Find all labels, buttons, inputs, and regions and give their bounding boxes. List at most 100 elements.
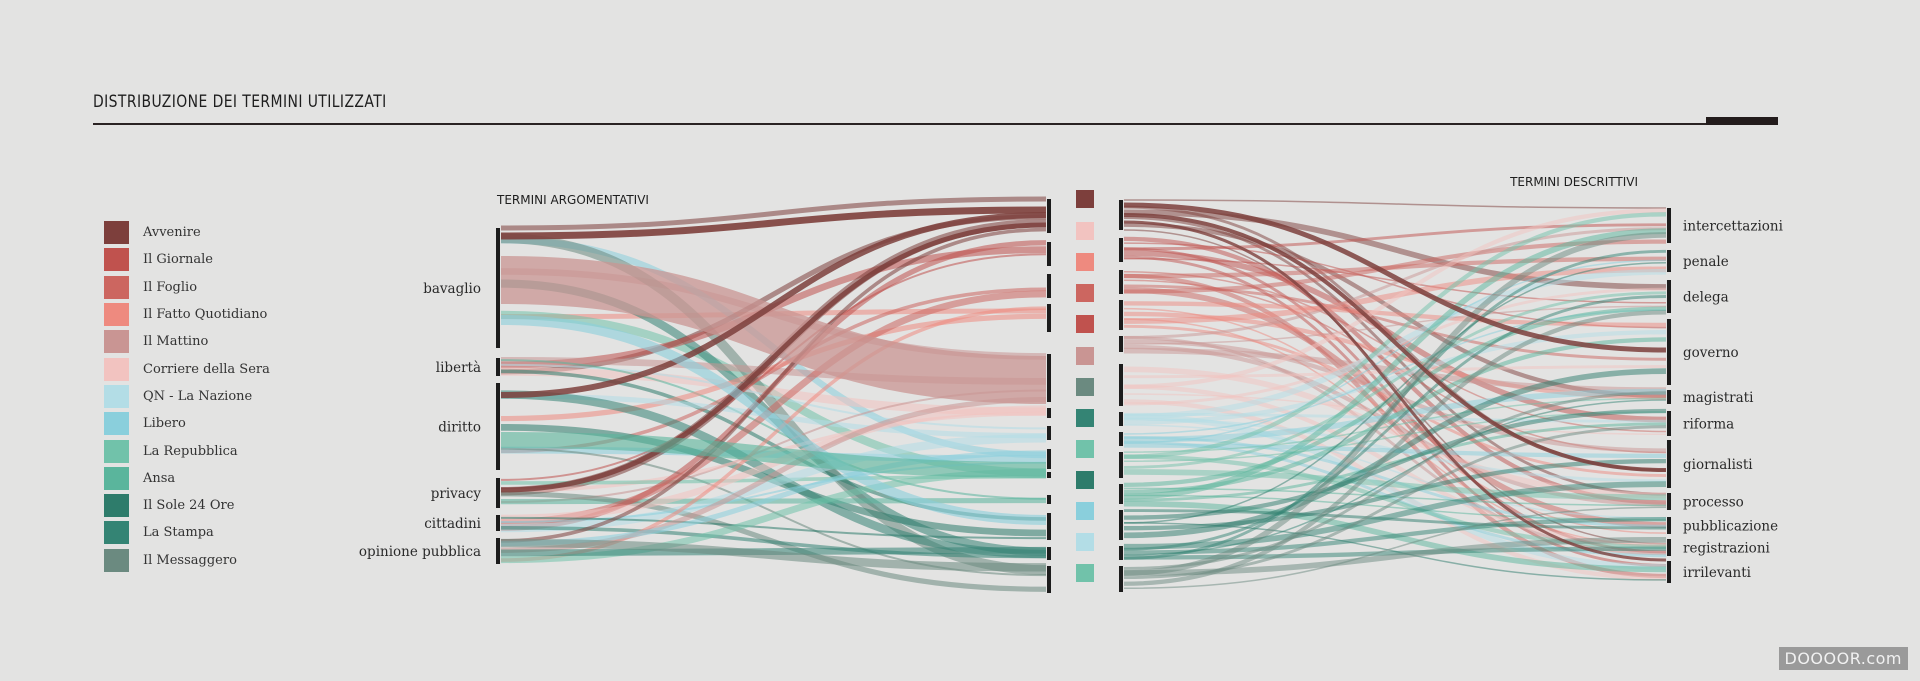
legend-item: Il Messaggero — [104, 547, 270, 574]
flow-band — [500, 497, 1047, 505]
newspaper-square — [1076, 190, 1094, 208]
legend-swatch — [104, 439, 129, 463]
right-node-label: magistrati — [1683, 390, 1754, 406]
node-bar — [1667, 208, 1671, 243]
newspaper-square — [1076, 533, 1094, 551]
left-node-label: diritto — [438, 420, 481, 436]
node-bar — [1119, 484, 1123, 504]
flow-band — [1123, 213, 1667, 472]
flow-band — [500, 196, 1047, 231]
node-bar — [1667, 539, 1671, 556]
page-title: DISTRIBUZIONE DEI TERMINI UTILIZZATI — [93, 92, 387, 112]
node-bar — [1047, 408, 1051, 418]
flow-band — [1123, 494, 1667, 521]
legend-swatch — [104, 303, 129, 327]
flow-band — [500, 538, 1047, 572]
legend-item: Il Foglio — [104, 274, 270, 301]
flow-band — [1123, 413, 1667, 570]
flow-band — [500, 526, 1047, 559]
node-bar — [1119, 238, 1123, 262]
newspaper-square — [1076, 315, 1094, 333]
flow-band — [500, 256, 1047, 404]
flow-band — [1123, 256, 1667, 279]
node-bar — [1047, 495, 1051, 504]
legend-label: Il Giornale — [143, 252, 213, 268]
flow-band — [1123, 391, 1667, 570]
node-bar — [1047, 449, 1051, 469]
legend-label: Libero — [143, 416, 186, 432]
legend-item: Avvenire — [104, 219, 270, 246]
newspaper-square — [1076, 284, 1094, 302]
right-node-label: registrazioni — [1683, 541, 1771, 557]
node-bar — [1119, 412, 1123, 426]
node-bar — [496, 383, 500, 470]
legend-item: Corriere della Sera — [104, 355, 270, 382]
node-bar — [1047, 566, 1051, 593]
flow-band — [500, 315, 1047, 525]
left-node-label: cittadini — [424, 516, 481, 532]
flow-band — [1123, 469, 1667, 501]
node-bar — [1047, 547, 1051, 560]
node-bar — [1047, 513, 1051, 540]
flow-band — [1123, 209, 1667, 290]
flow-band — [1123, 220, 1667, 562]
right-flows — [1123, 199, 1667, 590]
legend-label: Il Messaggero — [143, 552, 237, 568]
legend-swatch — [104, 357, 129, 381]
legend-label: Il Mattino — [143, 334, 209, 350]
newspaper-square — [1076, 440, 1094, 458]
legend-label: Corriere della Sera — [143, 361, 270, 377]
middle-squares — [1076, 190, 1094, 582]
legend-swatch — [104, 384, 129, 408]
node-bar — [1119, 300, 1123, 330]
node-bar — [1667, 390, 1671, 404]
legend-label: La Stampa — [143, 525, 214, 541]
legend-swatch — [104, 494, 129, 518]
flow-band — [1123, 227, 1667, 339]
watermark: DOOOOR.com — [1778, 647, 1908, 670]
newspaper-square — [1076, 471, 1094, 489]
right-node-label: governo — [1683, 345, 1739, 361]
legend-swatch — [104, 330, 129, 354]
node-bar — [1047, 274, 1051, 298]
flow-band — [1123, 305, 1667, 345]
legend-label: QN - La Nazione — [143, 388, 253, 404]
flow-band — [500, 432, 1047, 478]
flow-band — [1123, 517, 1667, 555]
flow-band — [1123, 509, 1667, 530]
node-bar — [1119, 432, 1123, 446]
node-bar — [1047, 354, 1051, 402]
flow-band — [1123, 399, 1667, 556]
legend-label: Il Sole 24 Ore — [143, 498, 235, 514]
node-bar — [1667, 411, 1671, 436]
node-bar — [496, 538, 500, 564]
node-bar — [1047, 472, 1051, 478]
flow-band — [500, 212, 1047, 398]
node-bar — [1667, 440, 1671, 488]
flow-band — [1123, 301, 1667, 328]
legend-swatch — [104, 221, 129, 245]
flow-band — [1123, 202, 1667, 353]
flow-band — [1123, 232, 1667, 576]
node-bar — [1667, 319, 1671, 385]
legend-item: Ansa — [104, 465, 270, 492]
right-node-label: delega — [1683, 290, 1729, 306]
left-flows — [500, 196, 1047, 592]
node-bar — [1047, 426, 1051, 440]
left-node-label: libertà — [436, 360, 481, 376]
flow-band — [500, 253, 1047, 481]
flow-band — [1123, 330, 1667, 425]
newspaper-square — [1076, 378, 1094, 396]
legend-item: Libero — [104, 410, 270, 437]
flow-band — [1123, 259, 1667, 444]
node-bar — [1047, 199, 1051, 233]
newspaper-square — [1076, 502, 1094, 520]
flow-band — [500, 227, 1047, 543]
legend-item: Il Giornale — [104, 246, 270, 273]
node-bar — [1667, 561, 1671, 583]
flow-band — [500, 222, 1047, 493]
legend-label: Ansa — [143, 470, 176, 486]
right-node-label: riforma — [1683, 417, 1734, 433]
flow-band — [1123, 295, 1667, 551]
flow-band — [1123, 306, 1667, 487]
